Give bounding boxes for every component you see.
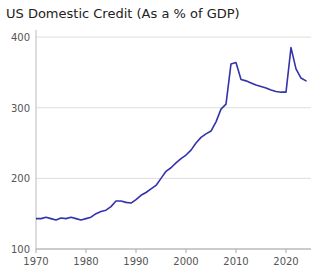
plot-area (36, 48, 306, 220)
data-line (36, 48, 306, 220)
x-axis-line (36, 249, 311, 250)
x-tick (136, 249, 137, 253)
x-tick (236, 249, 237, 253)
x-tick-label: 2010 (223, 256, 248, 267)
x-tick (36, 249, 37, 253)
x-tick-label: 2000 (173, 256, 198, 267)
y-tick-label: 400 (11, 32, 30, 43)
y-tick-label: 100 (11, 244, 30, 255)
chart: US Domestic Credit (As a % of GDP) 100 200… (0, 0, 325, 273)
grid-line (36, 178, 311, 179)
y-grid (36, 37, 311, 249)
x-tick-label: 1990 (123, 256, 148, 267)
grid-line (36, 37, 311, 38)
x-tick (286, 249, 287, 253)
x-tick (86, 249, 87, 253)
grid-line (36, 107, 311, 108)
y-axis-line (36, 30, 37, 249)
title: US Domestic Credit (As a % of GDP) (6, 6, 240, 21)
y-tick-label: 300 (11, 103, 30, 114)
grid-line (36, 249, 311, 250)
y-tick-label: 200 (11, 173, 30, 184)
x-tick-label: 1970 (23, 256, 48, 267)
x-tick (186, 249, 187, 253)
x-tick-label: 1980 (73, 256, 98, 267)
x-tick-label: 2020 (273, 256, 298, 267)
